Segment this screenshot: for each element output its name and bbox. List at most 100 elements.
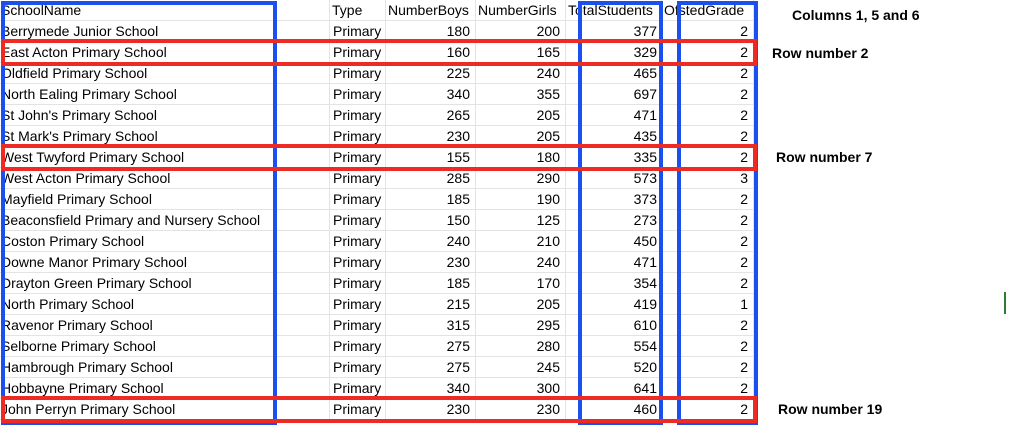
header-schoolname[interactable]: SchoolName xyxy=(0,0,330,21)
type-cell[interactable]: Primary xyxy=(330,252,386,273)
ofsted-grade-cell[interactable]: 2 xyxy=(662,105,754,126)
total-students-cell[interactable]: 573 xyxy=(566,168,662,189)
number-boys-cell[interactable]: 275 xyxy=(386,357,476,378)
number-boys-cell[interactable]: 160 xyxy=(386,42,476,63)
total-students-cell[interactable]: 460 xyxy=(566,399,662,420)
school-name-cell[interactable]: Berrymede Junior School xyxy=(0,21,330,42)
number-boys-cell[interactable]: 275 xyxy=(386,336,476,357)
number-boys-cell[interactable]: 230 xyxy=(386,399,476,420)
number-girls-cell[interactable]: 205 xyxy=(476,105,566,126)
number-girls-cell[interactable]: 290 xyxy=(476,168,566,189)
number-boys-cell[interactable]: 230 xyxy=(386,252,476,273)
ofsted-grade-cell[interactable]: 1 xyxy=(662,294,754,315)
school-name-cell[interactable]: Coston Primary School xyxy=(0,231,330,252)
header-ofstedgrade[interactable]: OfstedGrade xyxy=(662,0,754,21)
number-girls-cell[interactable]: 205 xyxy=(476,294,566,315)
school-name-cell[interactable]: St John's Primary School xyxy=(0,105,330,126)
number-boys-cell[interactable]: 155 xyxy=(386,147,476,168)
number-boys-cell[interactable]: 180 xyxy=(386,21,476,42)
total-students-cell[interactable]: 419 xyxy=(566,294,662,315)
school-name-cell[interactable]: Downe Manor Primary School xyxy=(0,252,330,273)
school-name-cell[interactable]: North Primary School xyxy=(0,294,330,315)
type-cell[interactable]: Primary xyxy=(330,84,386,105)
number-girls-cell[interactable]: 200 xyxy=(476,21,566,42)
school-name-cell[interactable]: Mayfield Primary School xyxy=(0,189,330,210)
school-name-cell[interactable]: North Ealing Primary School xyxy=(0,84,330,105)
ofsted-grade-cell[interactable]: 2 xyxy=(662,231,754,252)
total-students-cell[interactable]: 354 xyxy=(566,273,662,294)
school-name-cell[interactable]: Hobbayne Primary School xyxy=(0,378,330,399)
total-students-cell[interactable]: 610 xyxy=(566,315,662,336)
type-cell[interactable]: Primary xyxy=(330,315,386,336)
number-boys-cell[interactable]: 340 xyxy=(386,378,476,399)
active-cell-edge[interactable] xyxy=(1004,292,1008,314)
ofsted-grade-cell[interactable]: 2 xyxy=(662,378,754,399)
number-boys-cell[interactable]: 185 xyxy=(386,273,476,294)
ofsted-grade-cell[interactable]: 2 xyxy=(662,147,754,168)
type-cell[interactable]: Primary xyxy=(330,357,386,378)
ofsted-grade-cell[interactable]: 2 xyxy=(662,357,754,378)
school-name-cell[interactable]: Drayton Green Primary School xyxy=(0,273,330,294)
ofsted-grade-cell[interactable]: 3 xyxy=(662,168,754,189)
school-name-cell[interactable]: Oldfield Primary School xyxy=(0,63,330,84)
number-girls-cell[interactable]: 210 xyxy=(476,231,566,252)
number-boys-cell[interactable]: 185 xyxy=(386,189,476,210)
type-cell[interactable]: Primary xyxy=(330,105,386,126)
ofsted-grade-cell[interactable]: 2 xyxy=(662,210,754,231)
number-girls-cell[interactable]: 295 xyxy=(476,315,566,336)
type-cell[interactable]: Primary xyxy=(330,168,386,189)
number-boys-cell[interactable]: 315 xyxy=(386,315,476,336)
school-name-cell[interactable]: West Acton Primary School xyxy=(0,168,330,189)
type-cell[interactable]: Primary xyxy=(330,399,386,420)
school-name-cell[interactable]: West Twyford Primary School xyxy=(0,147,330,168)
ofsted-grade-cell[interactable]: 2 xyxy=(662,399,754,420)
number-girls-cell[interactable]: 170 xyxy=(476,273,566,294)
header-type[interactable]: Type xyxy=(330,0,386,21)
header-totalstudents[interactable]: TotalStudents xyxy=(566,0,662,21)
school-name-cell[interactable]: Ravenor Primary School xyxy=(0,315,330,336)
ofsted-grade-cell[interactable]: 2 xyxy=(662,126,754,147)
type-cell[interactable]: Primary xyxy=(330,273,386,294)
ofsted-grade-cell[interactable]: 2 xyxy=(662,336,754,357)
school-name-cell[interactable]: Hambrough Primary School xyxy=(0,357,330,378)
type-cell[interactable]: Primary xyxy=(330,336,386,357)
number-boys-cell[interactable]: 225 xyxy=(386,63,476,84)
number-girls-cell[interactable]: 240 xyxy=(476,63,566,84)
total-students-cell[interactable]: 377 xyxy=(566,21,662,42)
total-students-cell[interactable]: 450 xyxy=(566,231,662,252)
type-cell[interactable]: Primary xyxy=(330,378,386,399)
number-girls-cell[interactable]: 240 xyxy=(476,252,566,273)
number-boys-cell[interactable]: 230 xyxy=(386,126,476,147)
type-cell[interactable]: Primary xyxy=(330,21,386,42)
ofsted-grade-cell[interactable]: 2 xyxy=(662,315,754,336)
school-name-cell[interactable]: St Mark's Primary School xyxy=(0,126,330,147)
ofsted-grade-cell[interactable]: 2 xyxy=(662,84,754,105)
type-cell[interactable]: Primary xyxy=(330,147,386,168)
number-boys-cell[interactable]: 215 xyxy=(386,294,476,315)
spreadsheet-grid[interactable]: SchoolName Type NumberBoys NumberGirls T… xyxy=(0,0,1009,427)
type-cell[interactable]: Primary xyxy=(330,63,386,84)
number-girls-cell[interactable]: 280 xyxy=(476,336,566,357)
total-students-cell[interactable]: 329 xyxy=(566,42,662,63)
ofsted-grade-cell[interactable]: 2 xyxy=(662,252,754,273)
type-cell[interactable]: Primary xyxy=(330,189,386,210)
number-boys-cell[interactable]: 265 xyxy=(386,105,476,126)
ofsted-grade-cell[interactable]: 2 xyxy=(662,21,754,42)
school-name-cell[interactable]: Beaconsfield Primary and Nursery School xyxy=(0,210,330,231)
type-cell[interactable]: Primary xyxy=(330,126,386,147)
total-students-cell[interactable]: 435 xyxy=(566,126,662,147)
total-students-cell[interactable]: 273 xyxy=(566,210,662,231)
number-boys-cell[interactable]: 240 xyxy=(386,231,476,252)
number-boys-cell[interactable]: 285 xyxy=(386,168,476,189)
ofsted-grade-cell[interactable]: 2 xyxy=(662,42,754,63)
type-cell[interactable]: Primary xyxy=(330,42,386,63)
total-students-cell[interactable]: 335 xyxy=(566,147,662,168)
number-boys-cell[interactable]: 150 xyxy=(386,210,476,231)
school-name-cell[interactable]: East Acton Primary School xyxy=(0,42,330,63)
number-girls-cell[interactable]: 165 xyxy=(476,42,566,63)
total-students-cell[interactable]: 471 xyxy=(566,105,662,126)
number-girls-cell[interactable]: 355 xyxy=(476,84,566,105)
number-girls-cell[interactable]: 190 xyxy=(476,189,566,210)
total-students-cell[interactable]: 465 xyxy=(566,63,662,84)
number-girls-cell[interactable]: 300 xyxy=(476,378,566,399)
